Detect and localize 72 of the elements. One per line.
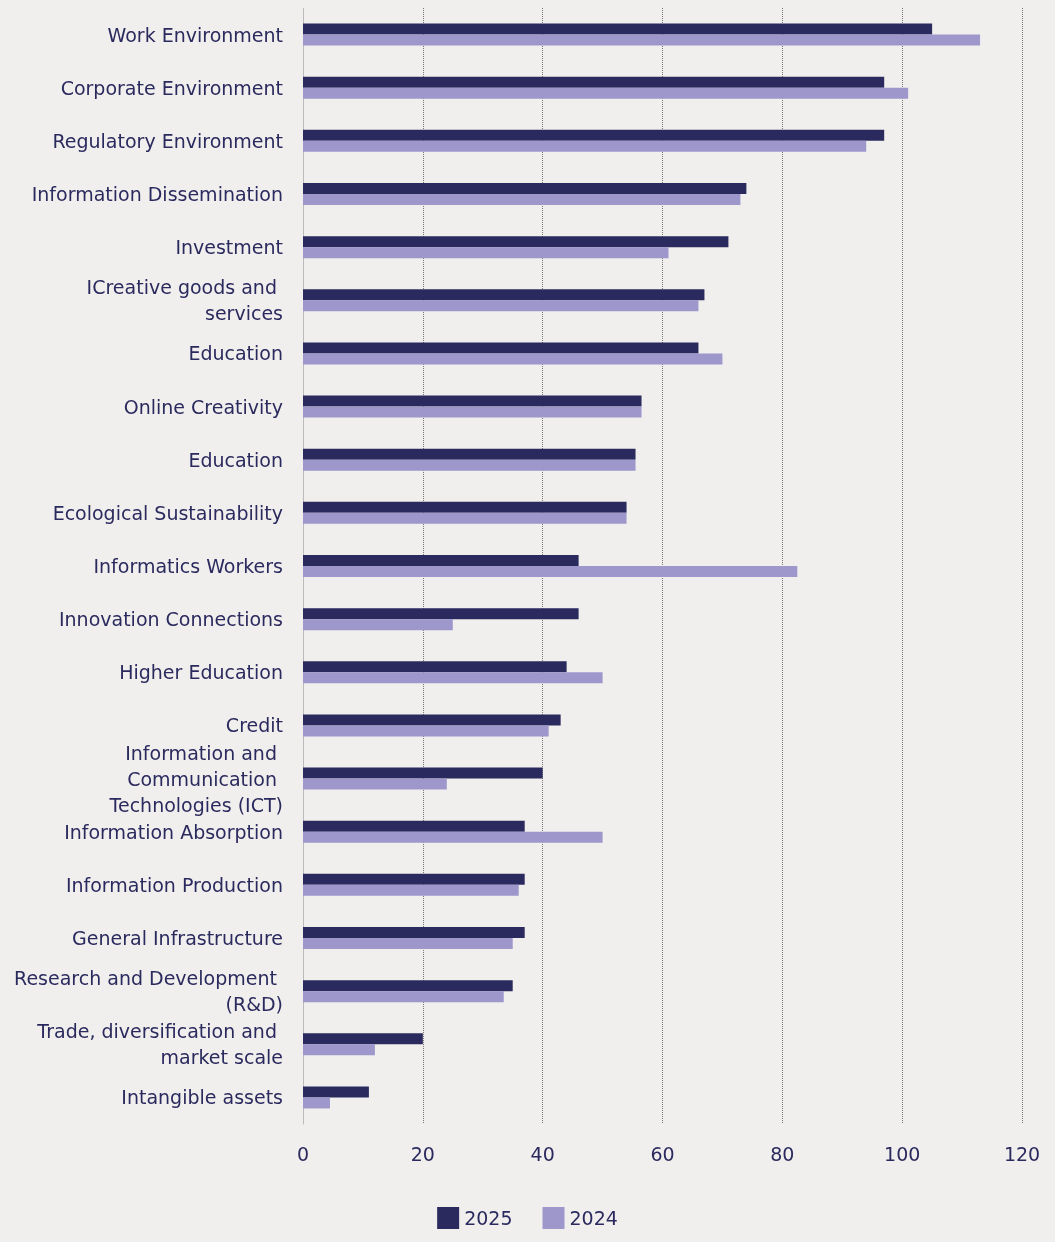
bar — [303, 831, 603, 843]
bar — [303, 459, 636, 471]
x-tick-label: 80 — [770, 1142, 795, 1165]
x-tick-label: 40 — [530, 1142, 555, 1165]
x-tick-label: 60 — [650, 1142, 675, 1165]
bar — [303, 194, 741, 205]
bar — [303, 501, 627, 513]
bar — [303, 23, 933, 35]
x-tick-label: 120 — [1003, 1142, 1041, 1165]
bar — [303, 512, 627, 524]
bar — [303, 873, 525, 885]
y-tick-label: Information Production — [65, 873, 283, 896]
bar — [303, 714, 561, 726]
y-tick-label: Education — [188, 448, 283, 471]
bar — [303, 236, 729, 248]
bar — [303, 566, 798, 577]
bar — [303, 129, 885, 141]
bar — [303, 342, 699, 354]
y-tick-label: Credit — [225, 714, 283, 737]
y-tick-label: Regulatory Environment — [52, 129, 283, 152]
y-tick-label: Research and Development (R&D) — [14, 967, 283, 1016]
y-tick-label: Informatics Workers — [93, 555, 283, 577]
bar — [303, 555, 579, 566]
bar — [303, 725, 549, 737]
y-tick-label: General Infrastructure — [72, 927, 283, 949]
bar — [303, 448, 636, 460]
bar — [303, 289, 705, 301]
bar — [303, 1086, 369, 1098]
bar — [303, 980, 513, 992]
bar — [303, 767, 543, 779]
bar — [303, 661, 567, 673]
bar — [303, 778, 447, 790]
x-tick-label: 100 — [884, 1142, 921, 1165]
y-tick-label: Education — [188, 342, 283, 365]
bar — [303, 1044, 375, 1056]
legend-label: 2025 — [464, 1207, 513, 1229]
bar — [303, 927, 525, 938]
x-tick-label: 0 — [296, 1142, 310, 1165]
bar — [303, 406, 642, 418]
bar — [303, 619, 453, 631]
y-tick-label: Intangible assets — [121, 1086, 283, 1109]
bar — [303, 820, 525, 832]
bar — [303, 353, 723, 365]
bar — [303, 395, 642, 407]
y-tick-label: Corporate Environment — [60, 76, 283, 99]
bar — [303, 34, 981, 46]
y-tick-label: ICreative goods and services — [86, 276, 283, 325]
y-tick-label: Higher Education — [119, 661, 283, 684]
legend-label: 2024 — [569, 1207, 618, 1229]
bar — [303, 140, 867, 152]
bar — [303, 87, 909, 99]
y-tick-label: Online Creativity — [123, 395, 283, 418]
bar — [303, 76, 885, 88]
bar — [303, 938, 513, 949]
y-tick-label: Work Environment — [107, 23, 283, 46]
bar — [303, 1033, 423, 1045]
y-tick-label: Information and Communication Technologies (ICT) — [108, 741, 283, 816]
bar — [303, 1097, 330, 1109]
bar — [303, 183, 747, 194]
bar — [303, 672, 603, 684]
bar — [303, 247, 669, 259]
bar — [303, 300, 699, 312]
y-tick-label: Innovation Connections — [58, 608, 283, 631]
y-tick-label: Investment — [175, 236, 283, 259]
y-tick-label: Information Absorption — [64, 820, 283, 843]
bar — [303, 884, 519, 896]
x-tick-label: 20 — [410, 1142, 435, 1165]
y-tick-label: Trade, diversification and market scale — [36, 1020, 283, 1069]
bar — [303, 608, 579, 620]
bar — [303, 991, 504, 1003]
y-tick-label: Ecological Sustainability — [52, 501, 283, 524]
y-tick-label: Information Dissemination — [31, 183, 283, 205]
